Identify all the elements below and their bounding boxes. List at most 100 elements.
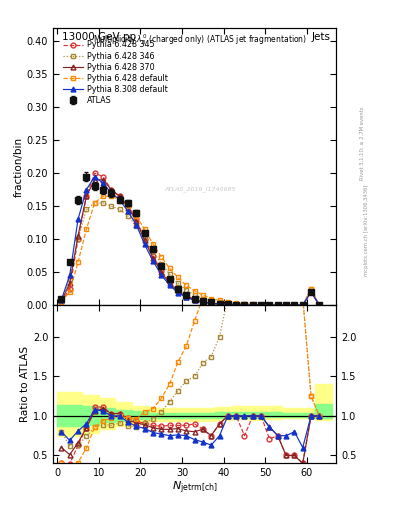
Pythia 6.428 370: [184, 293, 189, 300]
Pythia 6.428 370: [126, 204, 130, 210]
Pythia 8.308 default: [126, 208, 130, 215]
Pythia 8.308 default: [192, 297, 197, 304]
Pythia 8.308 default: [242, 302, 247, 308]
X-axis label: $N_{\mathrm{jetrm[ch]}}$: $N_{\mathrm{jetrm[ch]}}$: [172, 480, 217, 496]
Pythia 6.428 370: [267, 302, 272, 308]
Pythia 6.428 346: [242, 301, 247, 307]
Pythia 6.428 346: [117, 206, 122, 212]
Pythia 6.428 345: [109, 187, 114, 193]
Pythia 6.428 345: [292, 302, 297, 308]
Line: Pythia 6.428 370: Pythia 6.428 370: [59, 177, 322, 308]
Pythia 8.308 default: [109, 190, 114, 196]
Pythia 6.428 345: [259, 302, 263, 308]
Pythia 8.308 default: [101, 180, 105, 186]
Pythia 6.428 345: [101, 174, 105, 180]
Text: Rivet 3.1.10; ≥ 2.7M events: Rivet 3.1.10; ≥ 2.7M events: [360, 106, 365, 180]
Pythia 6.428 346: [267, 302, 272, 308]
Pythia 8.308 default: [76, 216, 81, 222]
Pythia 6.428 default: [167, 265, 172, 271]
Pythia 8.308 default: [209, 301, 213, 307]
Y-axis label: fraction/bin: fraction/bin: [14, 137, 24, 197]
Pythia 6.428 default: [284, 302, 288, 308]
Pythia 6.428 345: [217, 301, 222, 307]
Pythia 6.428 370: [167, 280, 172, 286]
Pythia 6.428 default: [67, 289, 72, 295]
Pythia 6.428 370: [192, 297, 197, 303]
Pythia 6.428 default: [142, 226, 147, 232]
Pythia 6.428 346: [217, 300, 222, 306]
Pythia 6.428 346: [167, 271, 172, 277]
Pythia 6.428 345: [242, 302, 247, 308]
Pythia 6.428 346: [109, 203, 114, 209]
Pythia 6.428 346: [84, 206, 89, 212]
Text: ATLAS_2019_I1740685: ATLAS_2019_I1740685: [164, 186, 236, 191]
Pythia 8.308 default: [317, 302, 322, 308]
Pythia 8.308 default: [309, 289, 313, 295]
Pythia 6.428 default: [200, 292, 205, 298]
Pythia 6.428 345: [300, 302, 305, 308]
Pythia 6.428 346: [67, 275, 72, 282]
Pythia 6.428 default: [250, 301, 255, 307]
Pythia 6.428 default: [192, 288, 197, 294]
Pythia 6.428 345: [76, 236, 81, 242]
Pythia 6.428 default: [76, 259, 81, 265]
Pythia 6.428 default: [234, 300, 239, 306]
Pythia 6.428 default: [151, 241, 155, 247]
Pythia 8.308 default: [275, 302, 280, 308]
Text: Jets: Jets: [311, 32, 331, 42]
Pythia 6.428 370: [200, 298, 205, 305]
Pythia 6.428 345: [192, 296, 197, 302]
Pythia 8.308 default: [259, 302, 263, 308]
Pythia 6.428 346: [192, 292, 197, 298]
Pythia 6.428 346: [234, 301, 239, 307]
Pythia 6.428 default: [134, 213, 139, 219]
Pythia 6.428 370: [101, 177, 105, 183]
Pythia 6.428 370: [226, 302, 230, 308]
Pythia 8.308 default: [300, 302, 305, 308]
Pythia 6.428 346: [309, 286, 313, 292]
Pythia 6.428 default: [92, 200, 97, 206]
Line: Pythia 8.308 default: Pythia 8.308 default: [59, 174, 322, 308]
Pythia 6.428 345: [234, 302, 239, 308]
Line: Pythia 6.428 346: Pythia 6.428 346: [59, 201, 322, 308]
Pythia 8.308 default: [267, 302, 272, 308]
Pythia 6.428 370: [275, 302, 280, 308]
Pythia 6.428 370: [142, 238, 147, 244]
Pythia 6.428 default: [317, 302, 322, 308]
Text: mcplots.cern.ch [arXiv:1306.3436]: mcplots.cern.ch [arXiv:1306.3436]: [364, 185, 369, 276]
Pythia 6.428 345: [117, 193, 122, 199]
Pythia 6.428 370: [134, 218, 139, 224]
Text: 13000 GeV pp: 13000 GeV pp: [62, 32, 136, 42]
Pythia 8.308 default: [226, 302, 230, 308]
Pythia 6.428 default: [259, 302, 263, 308]
Pythia 6.428 default: [117, 197, 122, 203]
Pythia 6.428 345: [209, 300, 213, 306]
Pythia 6.428 346: [126, 213, 130, 219]
Pythia 6.428 345: [92, 170, 97, 176]
Pythia 6.428 345: [84, 193, 89, 199]
Pythia 8.308 default: [184, 294, 189, 300]
Pythia 6.428 default: [159, 254, 163, 260]
Pythia 6.428 default: [217, 297, 222, 304]
Pythia 6.428 346: [134, 223, 139, 229]
Pythia 6.428 346: [259, 302, 263, 308]
Pythia 8.308 default: [142, 241, 147, 247]
Pythia 6.428 default: [226, 298, 230, 305]
Pythia 6.428 346: [275, 302, 280, 308]
Pythia 8.308 default: [117, 197, 122, 203]
Pythia 6.428 346: [176, 280, 180, 286]
Pythia 6.428 370: [59, 298, 64, 304]
Pythia 6.428 370: [300, 302, 305, 308]
Pythia 6.428 370: [76, 233, 81, 239]
Pythia 6.428 345: [126, 203, 130, 209]
Pythia 8.308 default: [134, 222, 139, 228]
Pythia 6.428 345: [284, 302, 288, 308]
Pythia 6.428 345: [159, 268, 163, 274]
Pythia 6.428 345: [59, 298, 64, 305]
Pythia 6.428 346: [92, 200, 97, 206]
Pythia 6.428 default: [275, 302, 280, 308]
Pythia 6.428 default: [209, 295, 213, 302]
Pythia 6.428 370: [259, 302, 263, 308]
Pythia 6.428 370: [92, 177, 97, 183]
Pythia 6.428 370: [309, 289, 313, 295]
